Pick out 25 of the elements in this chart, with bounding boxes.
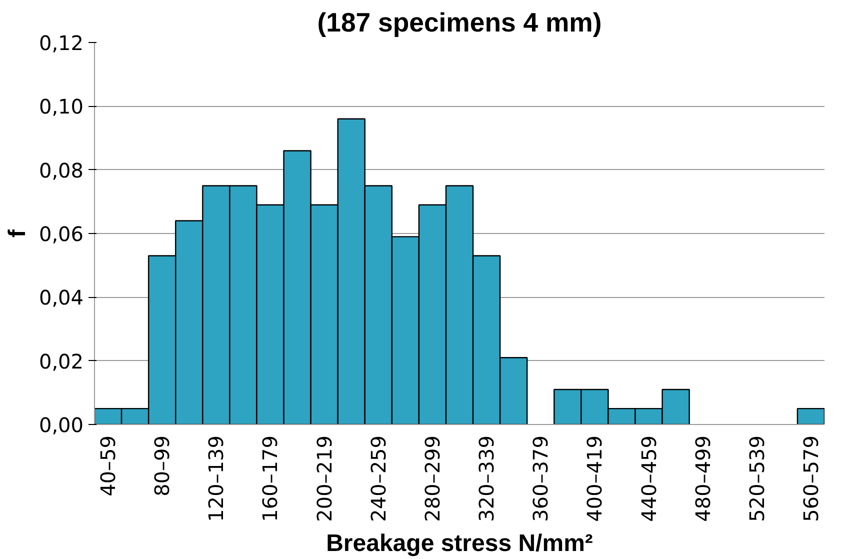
x-tick-label: 400–419 bbox=[582, 435, 607, 522]
x-tick-label: 520–539 bbox=[744, 435, 769, 522]
x-tick-label: 440–459 bbox=[636, 435, 661, 522]
x-tick-label: 40–59 bbox=[96, 435, 120, 496]
y-tick-label: 0,04 bbox=[38, 286, 84, 310]
chart-title: (187 specimens 4 mm) bbox=[317, 8, 602, 38]
x-tick-label: 80–99 bbox=[150, 435, 174, 496]
y-tick-label: 0,10 bbox=[38, 94, 84, 119]
y-tick-label: 0,06 bbox=[38, 222, 84, 246]
x-tick-label: 320–339 bbox=[474, 435, 499, 522]
bar bbox=[796, 408, 824, 424]
x-tick-label: 120–139 bbox=[204, 435, 228, 522]
x-tick-label: 480–499 bbox=[690, 435, 715, 522]
y-axis-title: f bbox=[4, 228, 31, 238]
x-tick-label: 240–259 bbox=[366, 435, 390, 522]
y-tick-label: 0,12 bbox=[38, 31, 84, 55]
y-tick-label: 0,08 bbox=[38, 158, 84, 182]
x-tick-label: 360–379 bbox=[528, 435, 553, 522]
x-tick-label: 200–219 bbox=[312, 435, 336, 522]
x-tick-label: 560–579 bbox=[798, 435, 823, 522]
x-tick-label: 280–299 bbox=[420, 435, 444, 522]
x-axis-title: Breakage stress N/mm² bbox=[326, 530, 593, 557]
y-tick-label: 0,02 bbox=[38, 349, 84, 374]
y-tick-label: 0,00 bbox=[38, 413, 84, 437]
x-tick-label: 160–179 bbox=[258, 435, 282, 522]
